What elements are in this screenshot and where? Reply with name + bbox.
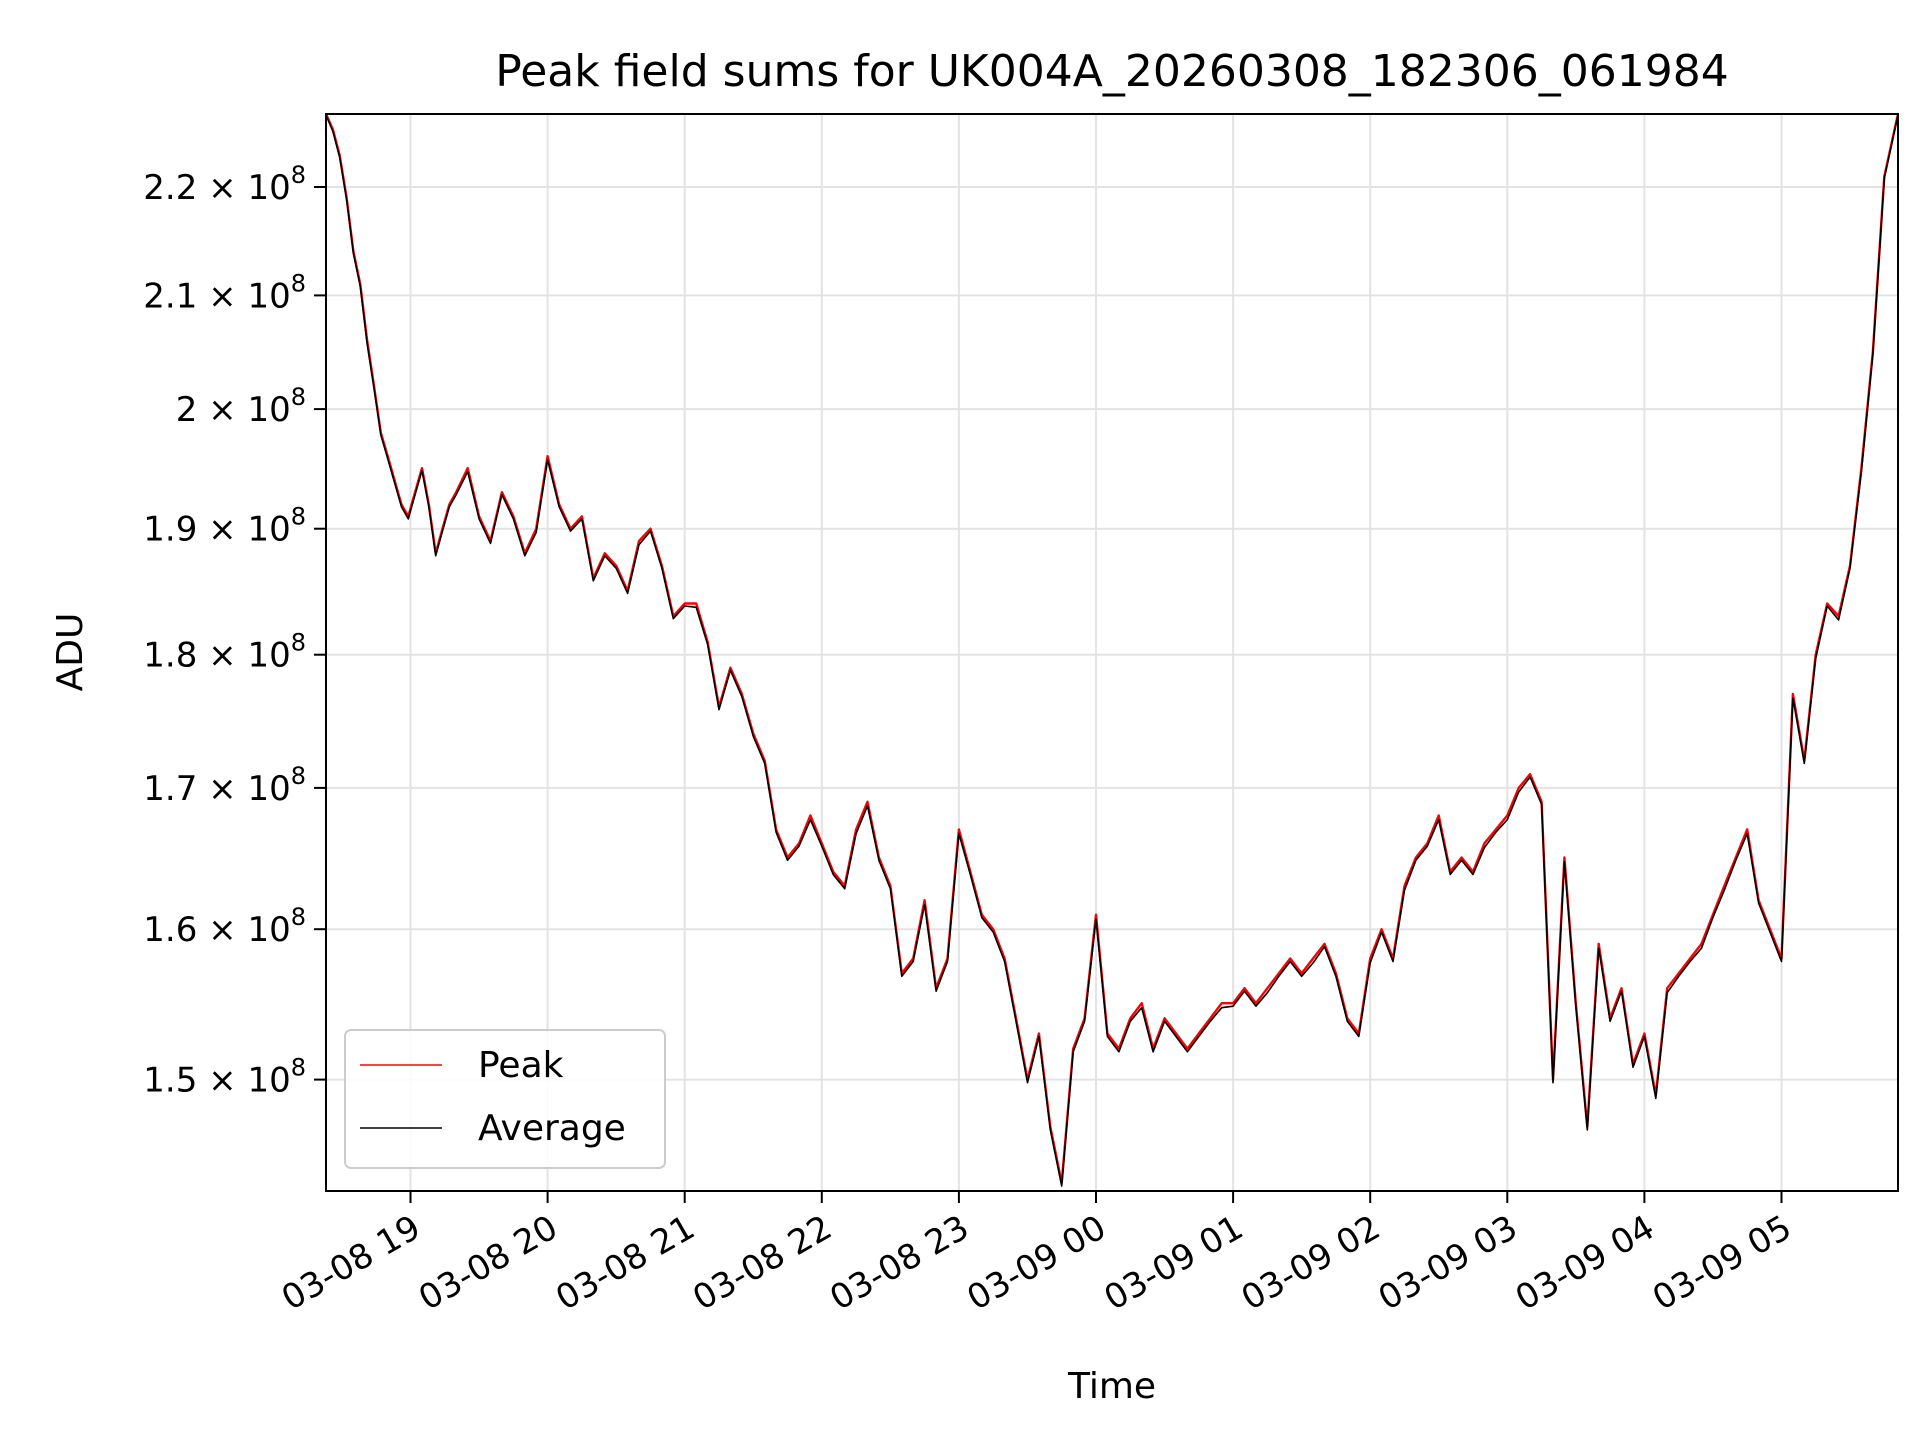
series-layer	[326, 114, 1898, 1187]
y-axis-label: ADU	[50, 613, 91, 692]
chart-title: Peak field sums for UK004A_20260308_1823…	[495, 46, 1728, 97]
y-tick-label: 2.1 × 108	[143, 269, 306, 316]
y-tick-label: 1.8 × 108	[143, 629, 306, 676]
plot-frame	[325, 113, 1899, 1192]
grid	[326, 114, 1898, 1191]
y-tick-label: 2.2 × 108	[143, 161, 306, 208]
legend-label-peak: Peak	[478, 1045, 564, 1086]
x-axis-label: Time	[1067, 1366, 1156, 1407]
series-line-average	[326, 114, 1898, 1187]
y-tick-label: 1.7 × 108	[143, 762, 306, 809]
y-tick-label: 1.5 × 108	[143, 1054, 306, 1101]
legend: Peak Average	[344, 1029, 666, 1169]
y-tick-label: 1.9 × 108	[143, 503, 306, 550]
legend-label-average: Average	[478, 1108, 626, 1149]
y-tick-label: 1.6 × 108	[143, 903, 306, 950]
y-tick-label: 2 × 108	[176, 383, 306, 430]
y-axis: 1.5 × 108 1.6 × 108 1.7 × 108 1.8 × 108 1.9 …	[143, 161, 326, 1101]
